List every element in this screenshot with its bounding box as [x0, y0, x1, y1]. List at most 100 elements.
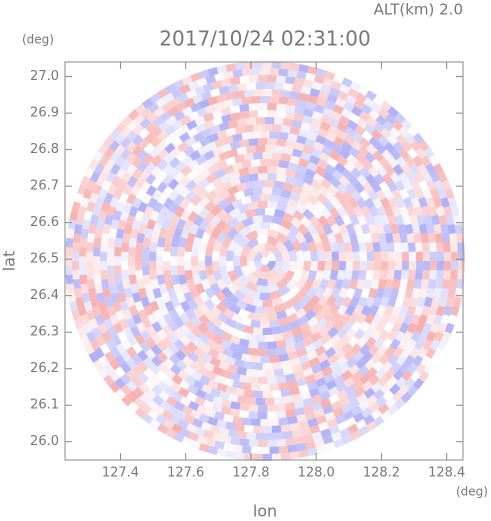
- x-tick-label: 127.4: [102, 466, 139, 481]
- echo-cell: [99, 167, 111, 179]
- echo-cell: [234, 423, 245, 432]
- echo-cell: [140, 329, 152, 342]
- echo-cell: [386, 269, 395, 280]
- echo-cell: [196, 404, 208, 415]
- echo-cell: [174, 205, 186, 218]
- echo-cell: [127, 175, 138, 188]
- echo-cell: [425, 314, 436, 326]
- echo-cell: [133, 113, 146, 125]
- echo-cell: [169, 414, 181, 426]
- x-tick-label: 128.0: [298, 466, 335, 481]
- echo-cell: [65, 287, 69, 298]
- echo-cell: [217, 312, 229, 324]
- echo-cell: [104, 159, 116, 171]
- echo-cell: [155, 214, 166, 226]
- echo-cell: [156, 328, 168, 341]
- echo-cell: [198, 443, 210, 453]
- echo-cell: [324, 70, 336, 81]
- echo-cell: [229, 335, 241, 345]
- echo-cell: [65, 256, 73, 266]
- echo-cell: [282, 146, 294, 156]
- echo-cell: [157, 87, 169, 99]
- echo-cell: [198, 332, 210, 345]
- echo-cell: [252, 362, 263, 370]
- echo-cell: [427, 232, 436, 244]
- echo-cell: [192, 236, 202, 248]
- echo-cell: [153, 201, 164, 213]
- echo-cell: [210, 305, 222, 318]
- echo-cell: [291, 364, 303, 374]
- echo-cell: [240, 195, 252, 206]
- echo-cell: [282, 182, 294, 192]
- echo-cell: [238, 374, 250, 383]
- echo-cell: [162, 197, 174, 210]
- echo-cell: [69, 210, 79, 221]
- echo-cell: [233, 321, 246, 332]
- echo-cell: [58, 261, 65, 270]
- echo-cell: [144, 228, 154, 239]
- echo-cell: [280, 323, 292, 333]
- echo-cell: [319, 390, 331, 401]
- echo-cell: [97, 188, 108, 200]
- echo-cell: [216, 93, 228, 103]
- echo-cell: [450, 305, 460, 317]
- echo-cell: [271, 187, 283, 196]
- echo-cell: [72, 278, 81, 289]
- echo-cell: [179, 396, 192, 407]
- echo-cell: [349, 81, 361, 92]
- echo-cell: [314, 269, 325, 281]
- echo-cell: [313, 437, 325, 448]
- echo-cell: [141, 256, 150, 266]
- echo-cell: [103, 136, 115, 148]
- echo-cell: [323, 138, 335, 150]
- echo-cell: [153, 404, 166, 416]
- echo-cell: [280, 61, 291, 70]
- echo-cell: [414, 270, 423, 280]
- echo-cell: [366, 116, 378, 128]
- echo-cell: [329, 269, 339, 281]
- echo-cell: [125, 141, 138, 153]
- echo-cell: [431, 296, 441, 308]
- echo-cell: [255, 117, 265, 125]
- echo-cell: [286, 312, 299, 324]
- echo-cell: [103, 362, 115, 375]
- echo-cell: [298, 64, 309, 73]
- echo-cell: [384, 113, 397, 125]
- echo-cell: [434, 278, 444, 290]
- echo-cell: [88, 158, 99, 171]
- echo-cell: [151, 126, 163, 138]
- echo-cell: [251, 447, 260, 454]
- echo-cell: [265, 243, 278, 254]
- echo-cell: [205, 320, 218, 332]
- echo-cell: [267, 236, 280, 247]
- echo-cell: [401, 369, 413, 382]
- echo-cell: [131, 353, 143, 366]
- echo-cell: [342, 190, 354, 202]
- echo-cell: [327, 386, 340, 397]
- echo-cell: [207, 347, 220, 359]
- echo-cell: [235, 299, 248, 310]
- echo-cell: [366, 143, 378, 156]
- echo-cell: [84, 167, 95, 179]
- echo-cell: [394, 398, 406, 410]
- echo-cell: [394, 112, 406, 124]
- echo-cell: [302, 336, 314, 348]
- echo-cell: [120, 350, 132, 363]
- echo-cell: [392, 164, 404, 176]
- echo-cell: [317, 215, 329, 227]
- echo-cell: [297, 314, 309, 326]
- echo-cell: [408, 251, 416, 261]
- echo-cell: [120, 126, 132, 138]
- echo-cell: [368, 223, 378, 235]
- echo-cell: [262, 362, 273, 370]
- echo-cell: [80, 335, 91, 347]
- echo-cell: [221, 78, 232, 88]
- echo-cell: [276, 375, 287, 384]
- echo-cell: [158, 120, 170, 132]
- echo-cell: [340, 108, 353, 119]
- echo-cell: [294, 77, 305, 87]
- echo-cell: [111, 175, 122, 188]
- echo-cell: [229, 372, 241, 382]
- echo-cell: [205, 245, 214, 257]
- echo-cell: [311, 302, 324, 315]
